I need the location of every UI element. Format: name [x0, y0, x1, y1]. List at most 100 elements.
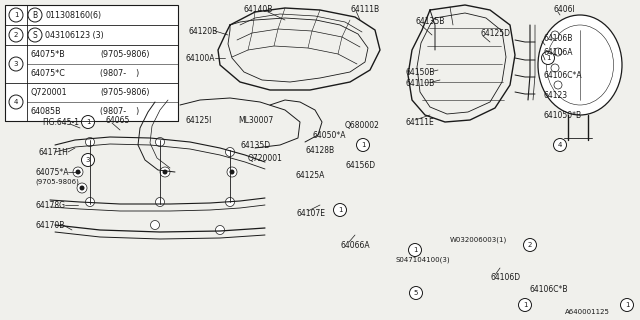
- Text: 011308160(6): 011308160(6): [45, 11, 101, 20]
- Circle shape: [81, 116, 95, 129]
- Text: (9705-9806): (9705-9806): [35, 179, 79, 185]
- Text: 64171H: 64171H: [38, 148, 68, 156]
- Text: W032006003(1): W032006003(1): [450, 237, 508, 243]
- Circle shape: [28, 28, 42, 42]
- Text: 64075*A: 64075*A: [35, 167, 68, 177]
- Text: 3: 3: [86, 157, 90, 163]
- Text: 64178G: 64178G: [35, 201, 65, 210]
- Circle shape: [9, 28, 23, 42]
- Circle shape: [156, 138, 164, 147]
- Text: 64125D: 64125D: [480, 28, 510, 37]
- Ellipse shape: [538, 15, 622, 115]
- Text: Q720001: Q720001: [30, 88, 67, 97]
- Text: 641050*B: 641050*B: [544, 110, 582, 119]
- Circle shape: [216, 226, 225, 235]
- Text: FIG.645-1: FIG.645-1: [42, 117, 79, 126]
- Text: 6406I: 6406I: [553, 4, 575, 13]
- Text: 64135B: 64135B: [415, 17, 444, 26]
- Circle shape: [81, 154, 95, 166]
- Text: 64128B: 64128B: [305, 146, 334, 155]
- Text: 1: 1: [625, 302, 629, 308]
- Text: 64111E: 64111E: [405, 117, 434, 126]
- Text: 5: 5: [414, 290, 418, 296]
- Circle shape: [230, 170, 234, 174]
- Text: Q720001: Q720001: [248, 154, 283, 163]
- Text: S047104100(3): S047104100(3): [395, 257, 450, 263]
- Circle shape: [9, 57, 23, 71]
- Text: 64150B: 64150B: [405, 68, 435, 76]
- Text: 64106C*B: 64106C*B: [530, 285, 568, 294]
- Circle shape: [621, 299, 634, 311]
- Text: 2: 2: [528, 242, 532, 248]
- Text: 64107E: 64107E: [296, 209, 325, 218]
- Text: 64106C*A: 64106C*A: [544, 70, 582, 79]
- Circle shape: [225, 148, 234, 156]
- Text: A640001125: A640001125: [565, 309, 610, 315]
- Text: 64120B: 64120B: [188, 27, 217, 36]
- Text: 1: 1: [86, 119, 90, 125]
- Circle shape: [73, 167, 83, 177]
- Text: (9705-9806): (9705-9806): [100, 50, 150, 59]
- Circle shape: [225, 197, 234, 206]
- Text: 64170B: 64170B: [35, 220, 65, 229]
- Circle shape: [518, 299, 531, 311]
- Text: 64050*A: 64050*A: [312, 131, 346, 140]
- Text: 1: 1: [546, 55, 550, 61]
- Text: 2: 2: [14, 32, 18, 38]
- Text: 64100A: 64100A: [185, 53, 214, 62]
- Circle shape: [333, 204, 346, 217]
- Text: S: S: [33, 30, 37, 39]
- Circle shape: [554, 139, 566, 151]
- Circle shape: [77, 183, 87, 193]
- Text: 64106D: 64106D: [490, 274, 520, 283]
- Text: 64111B: 64111B: [350, 4, 379, 13]
- Circle shape: [79, 186, 84, 190]
- Text: 64156D: 64156D: [345, 161, 375, 170]
- Text: 64106B: 64106B: [544, 34, 573, 43]
- Circle shape: [9, 95, 23, 109]
- Text: 64125A: 64125A: [295, 171, 324, 180]
- Text: B: B: [33, 11, 38, 20]
- Text: 64065: 64065: [105, 116, 129, 124]
- Circle shape: [554, 48, 562, 56]
- Text: 1: 1: [413, 247, 417, 253]
- Text: 64075*B: 64075*B: [30, 50, 65, 59]
- Text: 4: 4: [14, 99, 18, 105]
- Circle shape: [227, 167, 237, 177]
- Text: 1: 1: [338, 207, 342, 213]
- Text: ML30007: ML30007: [238, 116, 273, 124]
- Circle shape: [86, 138, 95, 147]
- Text: 64066A: 64066A: [340, 241, 370, 250]
- Text: Q680002: Q680002: [345, 121, 380, 130]
- Text: 4: 4: [558, 142, 562, 148]
- Circle shape: [76, 170, 81, 174]
- Circle shape: [86, 197, 95, 206]
- Text: (9705-9806): (9705-9806): [100, 88, 150, 97]
- Circle shape: [408, 244, 422, 257]
- Circle shape: [554, 81, 562, 89]
- Text: 64085B: 64085B: [30, 107, 61, 116]
- Text: (9807-    ): (9807- ): [100, 107, 140, 116]
- Circle shape: [551, 64, 559, 72]
- Circle shape: [356, 139, 369, 151]
- Text: 64106A: 64106A: [544, 47, 573, 57]
- Text: 3: 3: [13, 61, 19, 67]
- Text: 1: 1: [523, 302, 527, 308]
- Text: 64140B: 64140B: [243, 4, 273, 13]
- Circle shape: [551, 31, 559, 39]
- Text: 64135D: 64135D: [240, 140, 270, 149]
- Text: 64123: 64123: [544, 91, 568, 100]
- Circle shape: [150, 220, 159, 229]
- Text: 1: 1: [13, 12, 19, 18]
- Circle shape: [9, 8, 23, 22]
- Text: 64075*C: 64075*C: [30, 69, 65, 78]
- Circle shape: [410, 286, 422, 300]
- Text: 64125I: 64125I: [185, 116, 211, 124]
- Circle shape: [541, 52, 554, 65]
- Text: (9807-    ): (9807- ): [100, 69, 140, 78]
- Text: 043106123 (3): 043106123 (3): [45, 30, 104, 39]
- Bar: [5, 5, 178, 121]
- Circle shape: [156, 197, 164, 206]
- Text: 1: 1: [361, 142, 365, 148]
- Circle shape: [160, 167, 170, 177]
